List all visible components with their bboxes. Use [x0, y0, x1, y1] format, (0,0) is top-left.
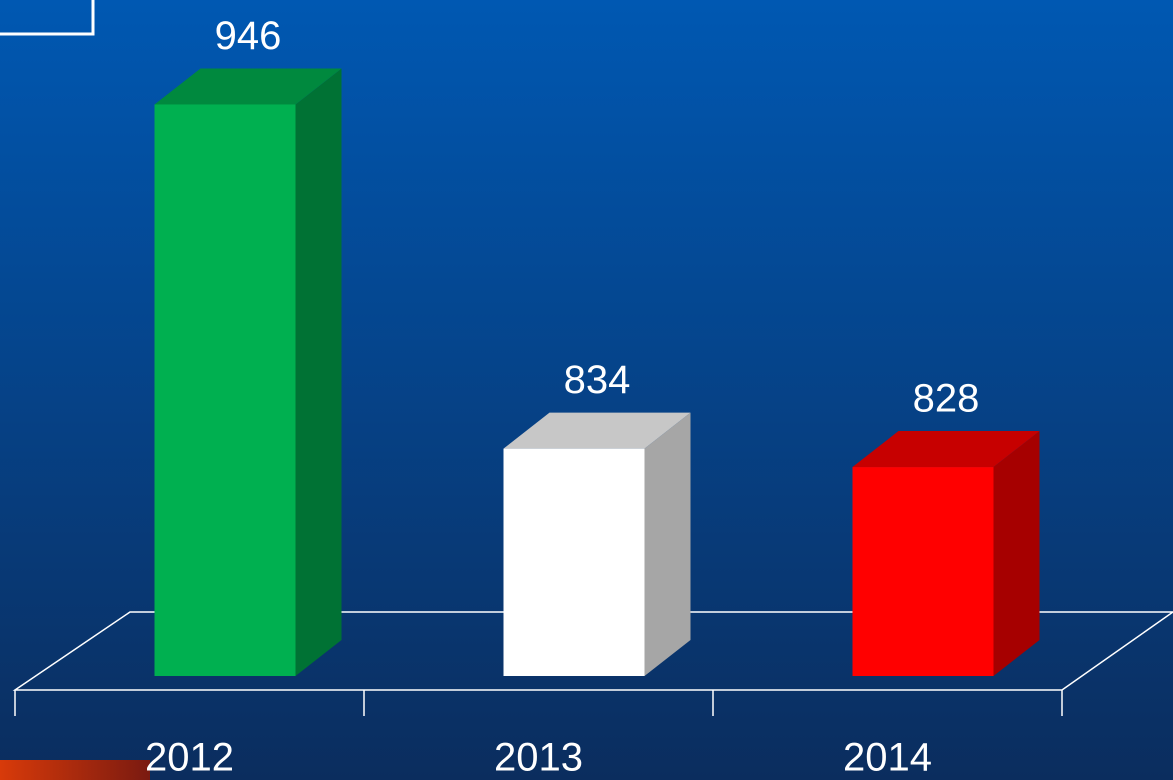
bar-top [852, 431, 1040, 468]
bar [503, 448, 645, 676]
bar-side [644, 412, 691, 676]
data-label: 828 [913, 377, 980, 421]
bar-top [154, 68, 342, 105]
corner-frame [0, 0, 95, 36]
x-tick-label: 2014 [843, 736, 932, 780]
data-label: 946 [215, 14, 282, 58]
bar-side [993, 431, 1040, 676]
plot-area: 946 2012 834 2013 828 2014 [12, 14, 1173, 780]
corner-accent [0, 760, 150, 780]
data-label: 834 [564, 358, 631, 402]
bar-top [503, 412, 691, 449]
bar [852, 467, 994, 676]
bar-side [295, 68, 342, 677]
bar [154, 104, 296, 677]
x-tick-label: 2013 [494, 736, 583, 780]
x-tick-label: 2012 [145, 736, 234, 780]
